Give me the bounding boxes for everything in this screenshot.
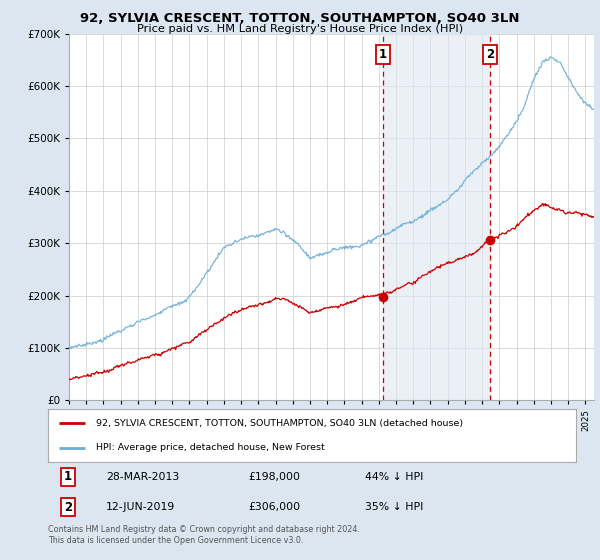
Text: Contains HM Land Registry data © Crown copyright and database right 2024.
This d: Contains HM Land Registry data © Crown c…: [48, 525, 360, 545]
Text: 28-MAR-2013: 28-MAR-2013: [106, 472, 179, 482]
Text: 2: 2: [486, 48, 494, 61]
Text: £306,000: £306,000: [248, 502, 301, 512]
Text: 92, SYLVIA CRESCENT, TOTTON, SOUTHAMPTON, SO40 3LN (detached house): 92, SYLVIA CRESCENT, TOTTON, SOUTHAMPTON…: [95, 419, 463, 428]
Text: 2: 2: [64, 501, 72, 514]
Text: 1: 1: [379, 48, 387, 61]
Text: 35% ↓ HPI: 35% ↓ HPI: [365, 502, 423, 512]
Text: 12-JUN-2019: 12-JUN-2019: [106, 502, 175, 512]
Text: Price paid vs. HM Land Registry's House Price Index (HPI): Price paid vs. HM Land Registry's House …: [137, 24, 463, 34]
Text: 92, SYLVIA CRESCENT, TOTTON, SOUTHAMPTON, SO40 3LN: 92, SYLVIA CRESCENT, TOTTON, SOUTHAMPTON…: [80, 12, 520, 25]
Bar: [383, 34, 490, 400]
Text: £198,000: £198,000: [248, 472, 301, 482]
Text: HPI: Average price, detached house, New Forest: HPI: Average price, detached house, New …: [95, 443, 324, 452]
Text: 1: 1: [64, 470, 72, 483]
Text: 44% ↓ HPI: 44% ↓ HPI: [365, 472, 423, 482]
